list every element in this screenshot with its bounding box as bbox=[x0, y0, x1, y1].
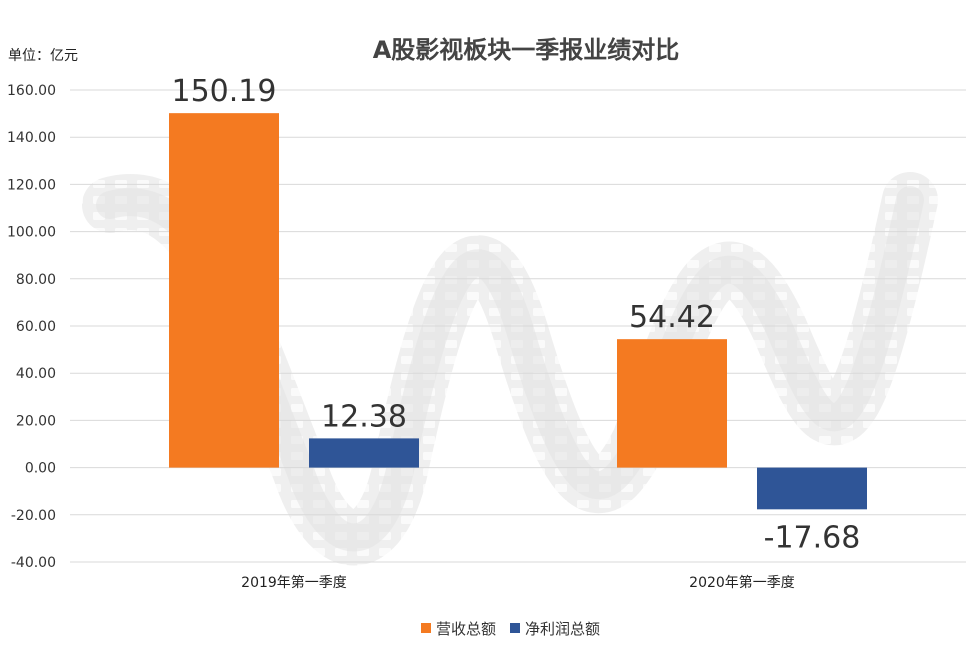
film-strip-background bbox=[82, 172, 938, 566]
y-tick-label: 160.00 bbox=[7, 83, 56, 99]
bar-revenue bbox=[617, 339, 727, 468]
y-tick-label: -20.00 bbox=[11, 508, 56, 524]
bar-net-profit bbox=[309, 438, 419, 468]
y-tick-label: -40.00 bbox=[11, 555, 56, 571]
x-axis-categories: 2019年第一季度 2020年第一季度 bbox=[241, 574, 795, 591]
legend: 营收总额 净利润总额 bbox=[421, 620, 600, 638]
data-label: 12.38 bbox=[321, 399, 407, 434]
data-label: 150.19 bbox=[172, 74, 277, 109]
y-tick-label: 100.00 bbox=[7, 225, 56, 241]
y-tick-label: 60.00 bbox=[16, 319, 56, 335]
y-tick-label: 80.00 bbox=[16, 272, 56, 288]
y-tick-label: 120.00 bbox=[7, 177, 56, 193]
data-labels: 150.19 12.38 54.42 -17.68 bbox=[172, 74, 861, 555]
legend-label-net-profit: 净利润总额 bbox=[525, 620, 600, 638]
bar-net-profit bbox=[757, 467, 867, 510]
y-tick-label: 140.00 bbox=[7, 130, 56, 146]
y-tick-label: 20.00 bbox=[16, 413, 56, 429]
x-tick-label: 2019年第一季度 bbox=[241, 574, 347, 591]
chart-title: A股影视板块一季报业绩对比 bbox=[373, 36, 680, 64]
unit-label: 单位：亿元 bbox=[8, 48, 78, 64]
y-tick-label: 0.00 bbox=[25, 461, 56, 477]
data-label: 54.42 bbox=[629, 300, 715, 335]
legend-swatch-revenue bbox=[421, 623, 431, 633]
bars bbox=[169, 113, 867, 510]
legend-swatch-net-profit bbox=[510, 623, 520, 633]
data-label: -17.68 bbox=[764, 520, 861, 555]
bar-revenue bbox=[169, 113, 279, 468]
x-tick-label: 2020年第一季度 bbox=[689, 574, 795, 591]
y-axis-ticks: -40.00 -20.00 0.00 20.00 40.00 60.00 80.00 100.… bbox=[7, 83, 56, 571]
y-tick-label: 40.00 bbox=[16, 366, 56, 382]
legend-label-revenue: 营收总额 bbox=[436, 620, 496, 638]
